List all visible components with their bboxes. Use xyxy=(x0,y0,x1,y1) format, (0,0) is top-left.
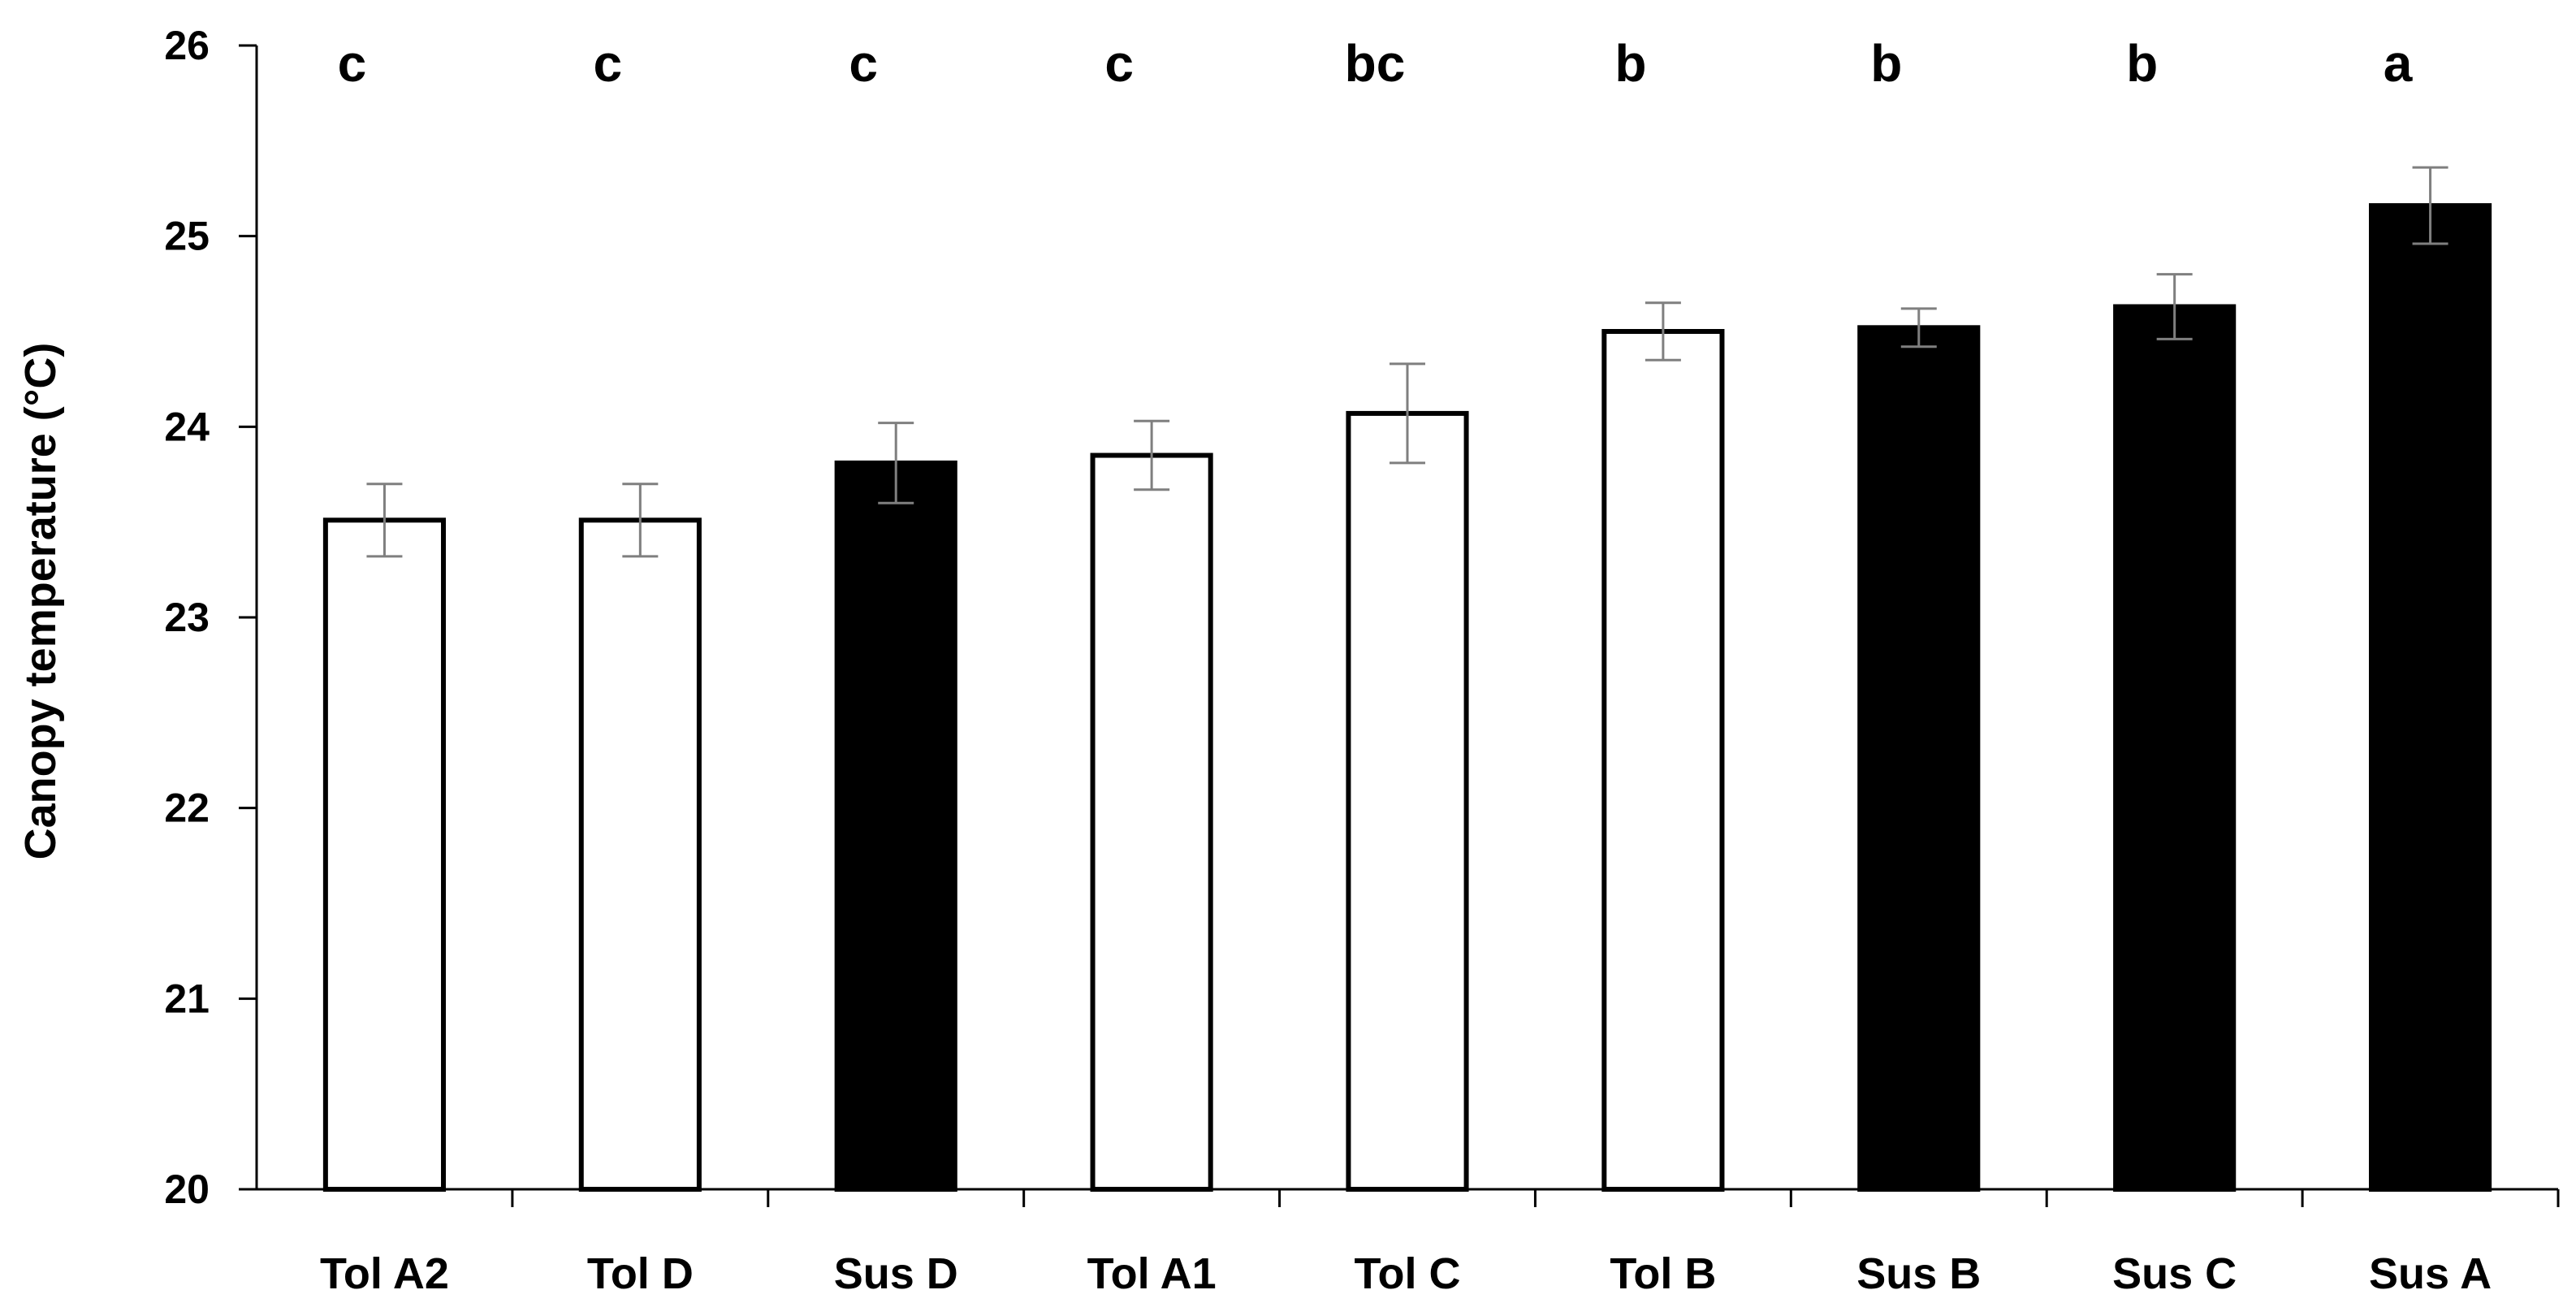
y-tick-label: 24 xyxy=(164,404,210,449)
bar-sus-d xyxy=(834,460,957,1192)
significance-letter: a xyxy=(2384,34,2413,93)
bar-sus-a xyxy=(2368,203,2492,1192)
bars xyxy=(322,203,2492,1193)
significance-letter: b xyxy=(1870,34,1902,93)
y-tick-label: 21 xyxy=(164,976,210,1021)
error-bars xyxy=(366,166,2448,558)
significance-letter: c xyxy=(594,34,623,93)
bar-tol-a1 xyxy=(1090,452,1213,1192)
x-tick-label: Tol A2 xyxy=(320,1249,449,1298)
labels: 20 21 22 23 24 25 26 c Tol A2 c Tol D c Sus D c Tol A1… xyxy=(164,23,2492,1298)
x-tick-label: Sus B xyxy=(1856,1249,1981,1298)
significance-letter: b xyxy=(1614,34,1646,93)
bar-tol-b xyxy=(1601,329,1725,1192)
significance-letter: c xyxy=(338,34,367,93)
significance-letter: c xyxy=(849,34,878,93)
x-tick-label: Tol B xyxy=(1610,1249,1716,1298)
x-tick-label: Tol A1 xyxy=(1087,1249,1217,1298)
y-tick-label: 25 xyxy=(164,214,210,259)
x-tick-label: Tol D xyxy=(587,1249,694,1298)
significance-letter: b xyxy=(2126,34,2158,93)
bar-sus-c xyxy=(2113,304,2237,1193)
bar-sus-b xyxy=(1857,325,1981,1193)
y-tick-label: 22 xyxy=(164,786,210,831)
x-tick-label: Sus A xyxy=(2369,1249,2492,1298)
y-axis-title: Canopy temperature (°C) xyxy=(16,343,65,860)
bar-tol-d xyxy=(578,517,702,1192)
significance-letter: bc xyxy=(1345,34,1406,93)
x-tick-label: Tol C xyxy=(1355,1249,1461,1298)
significance-letter: c xyxy=(1104,34,1134,93)
bar-tol-a2 xyxy=(322,517,447,1192)
y-tick-label: 26 xyxy=(164,23,210,68)
x-tick-label: Sus D xyxy=(834,1249,958,1298)
bar-tol-c xyxy=(1346,410,1469,1192)
y-tick-label: 23 xyxy=(164,595,210,640)
x-tick-label: Sus C xyxy=(2112,1249,2237,1298)
y-tick-label: 20 xyxy=(164,1167,210,1212)
